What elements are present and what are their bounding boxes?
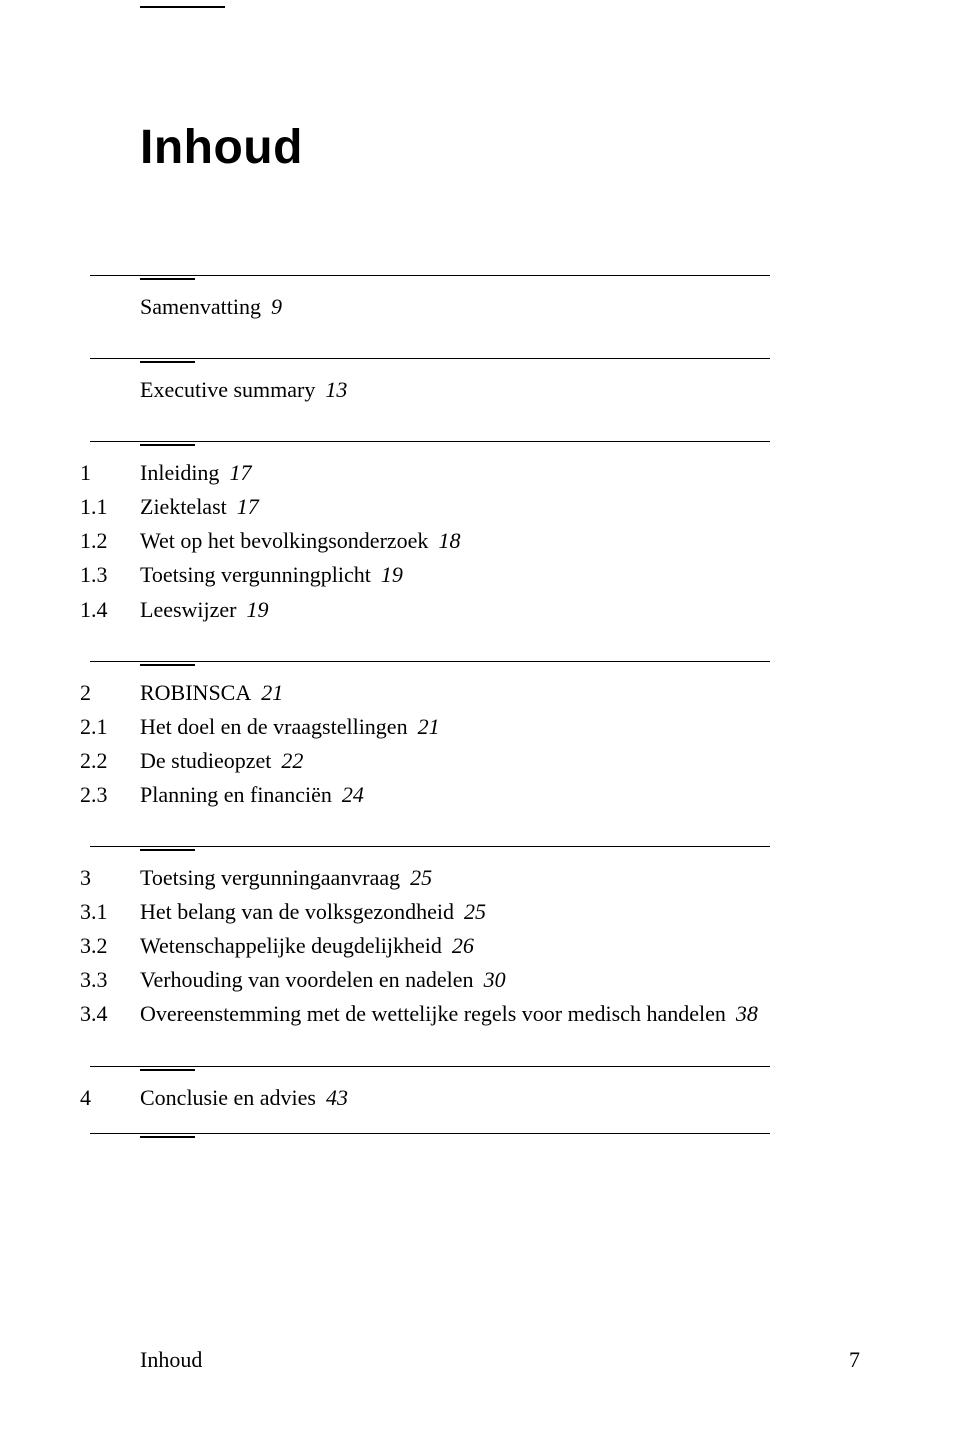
toc-section: Executive summary 13 xyxy=(140,358,860,407)
toc-label: Wet op het bevolkingsonderzoek xyxy=(140,524,428,558)
toc-number: 3.3 xyxy=(80,963,108,997)
toc-page: 19 xyxy=(247,593,269,627)
toc-number: 1.2 xyxy=(80,524,108,558)
toc-page: 19 xyxy=(381,558,403,592)
section-tick xyxy=(140,1069,195,1071)
section-rule xyxy=(90,661,770,662)
toc-number: 2.1 xyxy=(80,710,108,744)
toc-row: 3.4 Overeenstemming met de wettelijke re… xyxy=(140,997,860,1031)
toc-number: 1.1 xyxy=(80,490,108,524)
section-rule xyxy=(90,1133,770,1134)
toc-label: Overeenstemming met de wettelijke regels… xyxy=(140,997,726,1031)
toc-row: 1.1 Ziektelast 17 xyxy=(140,490,860,524)
toc-number: 1.3 xyxy=(80,558,108,592)
toc-row: 2.2 De studieopzet 22 xyxy=(140,744,860,778)
toc-page: 18 xyxy=(438,524,460,558)
toc-row: Samenvatting 9 xyxy=(140,290,860,324)
toc-label: Toetsing vergunningaanvraag xyxy=(140,861,400,895)
toc-page: 21 xyxy=(418,710,440,744)
toc-page: 38 xyxy=(736,997,758,1031)
toc-page: 9 xyxy=(271,290,282,324)
toc-label: Het belang van de volksgezondheid xyxy=(140,895,454,929)
footer: Inhoud 7 xyxy=(140,1347,860,1373)
toc-page: 21 xyxy=(261,676,283,710)
toc-number: 2 xyxy=(80,676,91,710)
toc-row: 1.4 Leeswijzer 19 xyxy=(140,593,860,627)
toc-label: Toetsing vergunningplicht xyxy=(140,558,371,592)
toc-label: ROBINSCA xyxy=(140,676,251,710)
toc-page: 43 xyxy=(326,1081,348,1115)
toc-page: 17 xyxy=(229,456,251,490)
section-tick xyxy=(140,664,195,666)
toc-label: Wetenschappelijke deugdelijkheid xyxy=(140,929,442,963)
toc-number: 4 xyxy=(80,1081,91,1115)
toc-number: 1 xyxy=(80,456,91,490)
toc-row: 2.3 Planning en financiën 24 xyxy=(140,778,860,812)
toc-number: 2.3 xyxy=(80,778,108,812)
toc-row: 3.3 Verhouding van voordelen en nadelen … xyxy=(140,963,860,997)
toc-label: Ziektelast xyxy=(140,490,227,524)
section-rule xyxy=(90,846,770,847)
toc-label: De studieopzet xyxy=(140,744,271,778)
toc-label: Conclusie en advies xyxy=(140,1081,316,1115)
toc-number: 2.2 xyxy=(80,744,108,778)
toc-row: 2 ROBINSCA 21 xyxy=(140,676,860,710)
footer-page-number: 7 xyxy=(849,1347,860,1373)
toc-page: 25 xyxy=(464,895,486,929)
toc-row: 3 Toetsing vergunningaanvraag 25 xyxy=(140,861,860,895)
toc-page: 26 xyxy=(452,929,474,963)
top-tick-rule xyxy=(140,6,225,8)
section-rule xyxy=(90,358,770,359)
toc-number: 3.4 xyxy=(80,997,108,1031)
section-rule xyxy=(90,441,770,442)
toc-number: 3.2 xyxy=(80,929,108,963)
toc-number: 1.4 xyxy=(80,593,108,627)
toc-label: Leeswijzer xyxy=(140,593,237,627)
toc-section: Samenvatting 9 xyxy=(140,275,860,324)
toc-row: Executive summary 13 xyxy=(140,373,860,407)
toc-page: 30 xyxy=(484,963,506,997)
toc-section: 3 Toetsing vergunningaanvraag 25 3.1 Het… xyxy=(140,846,860,1031)
toc-label: Het doel en de vraagstellingen xyxy=(140,710,408,744)
section-tick xyxy=(140,444,195,446)
toc-number: 3.1 xyxy=(80,895,108,929)
toc-number: 3 xyxy=(80,861,91,895)
toc-page: 17 xyxy=(237,490,259,524)
toc-label: Verhouding van voordelen en nadelen xyxy=(140,963,474,997)
toc-page: 22 xyxy=(281,744,303,778)
toc-section: 1 Inleiding 17 1.1 Ziektelast 17 1.2 Wet… xyxy=(140,441,860,626)
toc-page: 25 xyxy=(410,861,432,895)
section-tick xyxy=(140,849,195,851)
section-tick xyxy=(140,361,195,363)
toc-row: 3.1 Het belang van de volksgezondheid 25 xyxy=(140,895,860,929)
toc-row: 1.2 Wet op het bevolkingsonderzoek 18 xyxy=(140,524,860,558)
section-rule xyxy=(90,275,770,276)
toc-row: 3.2 Wetenschappelijke deugdelijkheid 26 xyxy=(140,929,860,963)
section-tick xyxy=(140,278,195,280)
toc-page: 24 xyxy=(342,778,364,812)
page: Inhoud Samenvatting 9 Executive summary … xyxy=(0,0,960,1433)
section-tick xyxy=(140,1136,195,1138)
toc-row: 1 Inleiding 17 xyxy=(140,456,860,490)
toc-row: 1.3 Toetsing vergunningplicht 19 xyxy=(140,558,860,592)
section-rule xyxy=(90,1066,770,1067)
toc-page: 13 xyxy=(325,373,347,407)
toc-section: 4 Conclusie en advies 43 xyxy=(140,1066,860,1138)
page-title: Inhoud xyxy=(140,120,860,175)
toc-label: Samenvatting xyxy=(140,290,261,324)
footer-label: Inhoud xyxy=(140,1347,202,1373)
toc-label: Planning en financiën xyxy=(140,778,332,812)
toc-label: Inleiding xyxy=(140,456,219,490)
toc-row: 2.1 Het doel en de vraagstellingen 21 xyxy=(140,710,860,744)
toc-row: 4 Conclusie en advies 43 xyxy=(140,1081,860,1115)
toc-label: Executive summary xyxy=(140,373,315,407)
toc-section: 2 ROBINSCA 21 2.1 Het doel en de vraagst… xyxy=(140,661,860,812)
